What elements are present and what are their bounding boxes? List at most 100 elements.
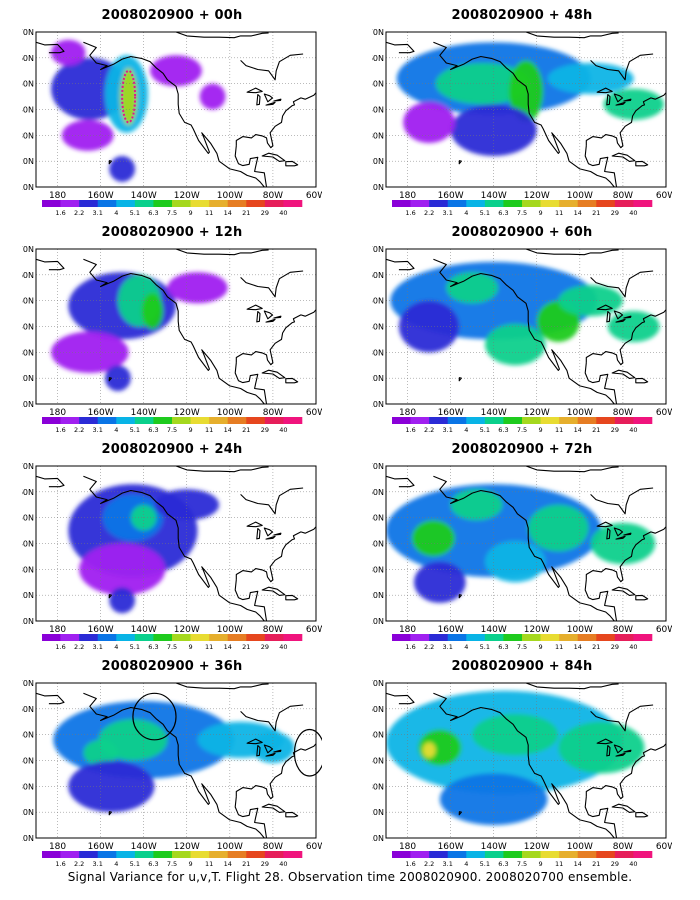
map-svg: 70N 60N 50N 40N 30N 20N 10N 180 160W 140W 120W 100W… [18,245,326,434]
colorbar-swatch [522,417,541,424]
colorbar-label: 29 [611,643,619,651]
colorbar-label: 5.1 [480,860,490,868]
coastline [596,87,613,94]
colorbar-label: 2.2 [74,426,84,434]
map-svg: 70N 60N 50N 40N 30N 20N 10N 180 160W 140W 120W 100W… [18,679,326,868]
variance-contour [199,83,226,110]
coastline [615,535,626,540]
coastline [261,586,286,596]
coastline [263,310,274,320]
colorbar-label: 4 [464,209,468,217]
colorbar-swatch [614,417,634,424]
variance-contour [398,300,460,353]
colorbar-swatch [79,200,99,207]
colorbar-swatch [559,417,579,424]
coastline [623,749,632,753]
lat-tick-label: 40N [372,540,384,549]
colorbar-label: 21 [592,209,600,217]
colorbar-label: 14 [224,209,232,217]
colorbar-label: 21 [242,426,250,434]
colorbar-label: 29 [261,209,269,217]
colorbar-swatch [503,851,523,858]
colorbar-label: 29 [611,209,619,217]
colorbar-swatch [503,200,523,207]
coastline [596,304,613,311]
coastline [285,160,299,167]
colorbar-label: 21 [592,860,600,868]
colorbar-swatch [227,851,247,858]
colorbar-label: 11 [555,209,563,217]
lat-tick-label: 40N [372,106,384,115]
colorbar-label: 7.5 [517,643,527,651]
coastline [175,32,269,39]
colorbar-label: 5.1 [130,643,140,651]
coastline [613,93,624,103]
colorbar-swatch [116,634,136,641]
colorbar-label: 4 [114,209,118,217]
colorbar-label: 14 [574,426,582,434]
coastline [615,101,626,106]
coastline [590,53,654,81]
coastline [615,752,626,757]
colorbar-label: 9 [539,426,543,434]
coastline [386,258,415,271]
colorbar-label: 1.6 [55,860,65,868]
variance-contour [403,101,455,144]
colorbar-swatch [97,851,117,858]
colorbar-label: 40 [279,209,287,217]
coastline [613,744,624,754]
lon-tick-label: 100W [217,625,243,635]
lat-tick-label: 60N [372,54,384,63]
map-svg: 70N 60N 50N 40N 30N 20N 10N 180 160W 140W 120W 100W… [18,28,326,217]
colorbar-swatch [410,851,430,858]
panel-72h: 2008020900 + 72h 70N 60N 50N 40N 30N 20N 10N 18… [368,442,676,651]
colorbar-swatch [153,417,173,424]
colorbar-swatch [264,634,284,641]
coastline [273,98,282,102]
lat-tick-label: 50N [372,297,384,306]
coastline [386,692,415,705]
colorbar-swatch [633,200,653,207]
coastline [458,811,462,816]
coastline [433,41,615,187]
lat-tick-label: 20N [22,157,34,166]
colorbar-label: 9 [539,860,543,868]
colorbar-swatch [392,634,411,641]
colorbar-label: 2.2 [424,643,434,651]
lon-tick-label: 100W [217,191,243,201]
variance-contour [450,489,503,521]
lat-tick-label: 70N [22,462,34,471]
colorbar-swatch [172,417,191,424]
colorbar-swatch [283,200,303,207]
colorbar-swatch [153,634,173,641]
coastline [36,692,65,705]
lon-tick-label: 140W [131,408,157,418]
coastline [606,93,611,106]
colorbar-swatch [190,200,210,207]
panel-36h: 2008020900 + 36h 70N 60N 50N 40N 30N 20N 10N 18… [18,659,326,868]
lat-tick-label: 60N [22,54,34,63]
colorbar-swatch [596,200,616,207]
lat-tick-label: 60N [372,705,384,714]
lat-tick-label: 10N [372,183,384,192]
colorbar-swatch [172,851,191,858]
map-24h: 70N 60N 50N 40N 30N 20N 10N 180 160W 140W 120W 100W… [18,462,326,662]
coastline [590,487,654,515]
lon-tick-label: 80W [613,625,633,635]
coastline [635,811,649,818]
lat-tick-label: 50N [372,731,384,740]
colorbar-swatch [429,200,449,207]
coastline [525,32,619,39]
colorbar-label: 9 [189,643,193,651]
variance-field [53,701,295,813]
colorbar-label: 29 [611,426,619,434]
colorbar-swatch [190,634,210,641]
colorbar-label: 3.1 [93,860,103,868]
colorbar-swatch [503,417,523,424]
colorbar-label: 11 [555,426,563,434]
coastlines [36,32,316,187]
lat-tick-label: 10N [22,183,34,192]
coastline [235,743,316,800]
colorbar-swatch [577,417,597,424]
coastline [234,579,268,621]
